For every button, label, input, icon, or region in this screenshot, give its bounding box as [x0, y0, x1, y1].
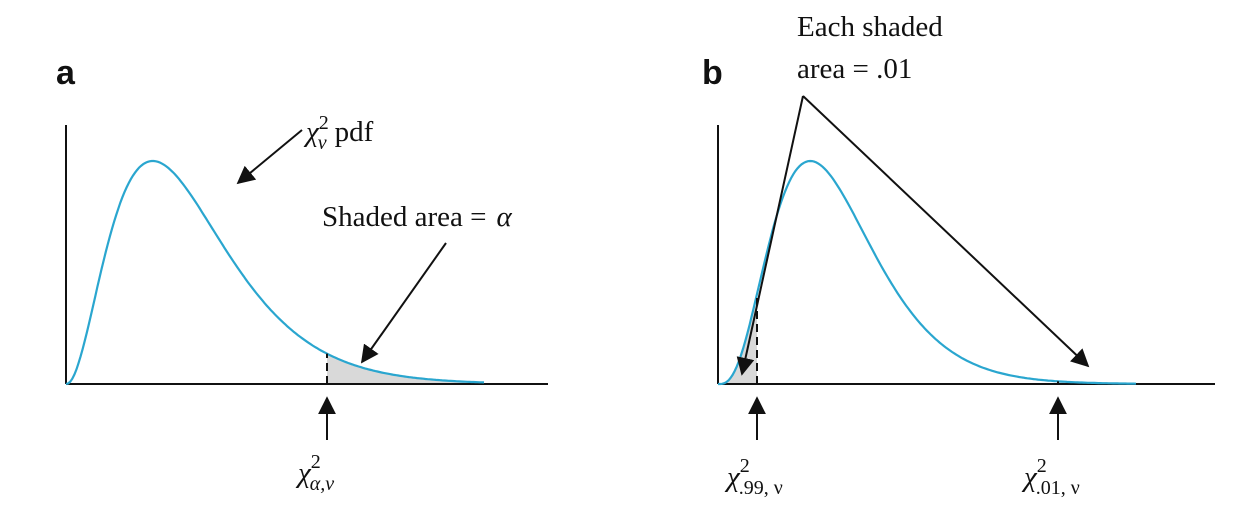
subscript: .01, ν — [1036, 477, 1080, 499]
panel-a: a χ2 ν pdf Shaded area = α χ2 α,ν — [56, 54, 548, 495]
chi-symbol: χ — [724, 461, 741, 493]
panel-b-note-pointer-left — [736, 95, 804, 376]
panel-b: b Each shaded area = .01 χ2.99, ν χ2.01,… — [702, 11, 1215, 499]
superscript: 2 — [311, 451, 321, 473]
subscript: ν — [318, 132, 327, 154]
panel-b-note-line1: Each shaded — [797, 11, 943, 43]
panel-b-note-pointer-right — [802, 95, 1090, 368]
subscript: .99, ν — [739, 477, 783, 499]
panel-b-left-critical-label: χ2.99, ν — [724, 455, 783, 499]
superscript: 2 — [740, 455, 750, 477]
chi-symbol: χ — [303, 116, 320, 148]
curve-label-suffix: pdf — [335, 116, 374, 148]
alpha-symbol: α — [497, 201, 513, 233]
panel-a-pdf-curve — [65, 159, 485, 386]
panel-a-shaded-label-arrow — [360, 242, 447, 364]
panel-b-letter: b — [702, 54, 723, 92]
panel-b-pdf-curve — [718, 159, 1137, 386]
subscript: α,ν — [310, 473, 334, 495]
panel-a-letter: a — [56, 54, 76, 92]
panel-b-left-shaded-tail — [718, 294, 757, 384]
chi-symbol: χ — [295, 457, 312, 489]
panel-a-curve-label: χ2 ν pdf — [303, 112, 374, 154]
panel-b-right-critical-label: χ2.01, ν — [1021, 455, 1080, 499]
panel-a-shaded-tail-region — [327, 353, 484, 384]
superscript: 2 — [319, 112, 329, 134]
panel-a-critical-label: χ2 α,ν — [295, 451, 334, 495]
chi-symbol: χ — [1021, 461, 1038, 493]
panel-a-curve-label-arrow — [236, 129, 303, 185]
shaded-label-text: Shaded area = — [322, 201, 487, 233]
panel-b-note-line2: area = .01 — [797, 53, 912, 85]
panel-a-shaded-label: Shaded area = α — [322, 201, 513, 233]
superscript: 2 — [1037, 455, 1047, 477]
